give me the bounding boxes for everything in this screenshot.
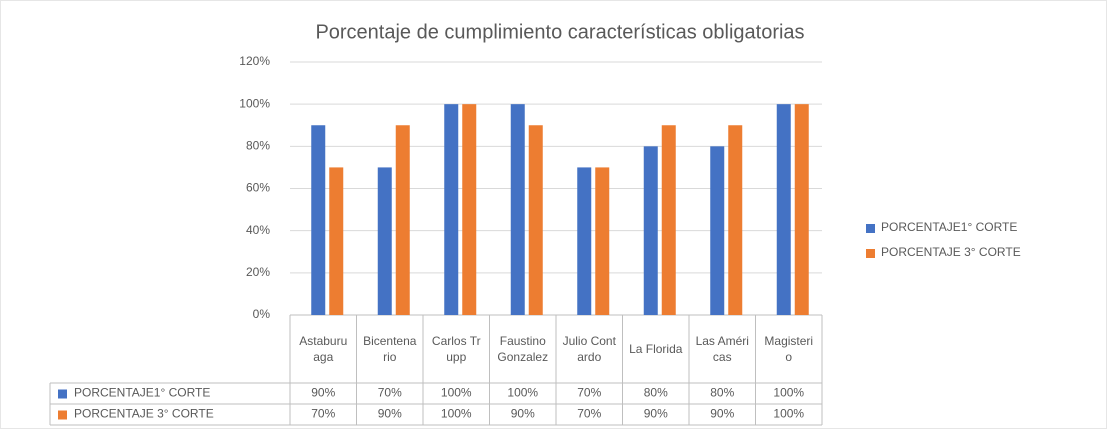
- y-tick-label: 60%: [246, 181, 270, 195]
- table-value: 70%: [378, 386, 402, 400]
- table-value: 80%: [644, 386, 668, 400]
- bar: [595, 167, 610, 315]
- table-value: 80%: [710, 386, 734, 400]
- legend-swatch: [866, 224, 875, 233]
- table-value: 100%: [507, 386, 538, 400]
- x-tick-label-box: Magisterio: [764, 334, 814, 364]
- y-tick-label: 120%: [239, 54, 270, 68]
- x-tick-label-box: Faustino Gonzalez: [497, 334, 549, 364]
- bar: [577, 167, 592, 315]
- x-tick-label: La Florida: [629, 342, 683, 356]
- bar: [710, 146, 725, 315]
- bar: [395, 125, 410, 315]
- x-tick-label: Faustino Gonzalez: [497, 334, 549, 364]
- y-tick-label: 80%: [246, 139, 270, 153]
- x-tick-label-box: Las Américas: [695, 334, 749, 364]
- x-tick-label: Bicentenario: [363, 334, 417, 364]
- table-value: 70%: [577, 386, 601, 400]
- x-tick-label-box: Carlos Trupp: [431, 334, 481, 364]
- table-legend-swatch: [58, 389, 67, 399]
- table-series-name: PORCENTAJE1° CORTE: [74, 386, 210, 400]
- bar: [377, 167, 392, 315]
- x-tick-label-box: Bicentenario: [363, 334, 417, 364]
- bar: [728, 125, 743, 315]
- table-value: 70%: [577, 407, 601, 421]
- bar: [794, 104, 809, 316]
- bar: [776, 104, 791, 316]
- table-value: 100%: [441, 407, 472, 421]
- bar: [311, 125, 326, 315]
- chart-title: Porcentaje de cumplimiento característic…: [315, 21, 804, 43]
- x-tick-label: Julio Contardo: [562, 334, 616, 364]
- table-value: 100%: [773, 386, 804, 400]
- bar: [444, 104, 459, 316]
- table-value: 100%: [773, 407, 804, 421]
- table-series-name: PORCENTAJE 3° CORTE: [74, 407, 214, 421]
- table-value: 100%: [441, 386, 472, 400]
- x-tick-label: Las Américas: [695, 334, 749, 364]
- table-value: 70%: [311, 407, 335, 421]
- bar: [462, 104, 477, 316]
- x-tick-label-box: Astaburuaga: [299, 334, 348, 364]
- legend-label: PORCENTAJE 3° CORTE: [881, 245, 1021, 259]
- table-value: 90%: [511, 407, 535, 421]
- y-tick-label: 0%: [253, 307, 271, 321]
- bar: [643, 146, 658, 315]
- x-tick-label: Magisterio: [764, 334, 814, 364]
- table-legend-swatch: [58, 410, 67, 420]
- table-value: 90%: [644, 407, 668, 421]
- y-tick-label: 40%: [246, 223, 270, 237]
- y-tick-label: 20%: [246, 265, 270, 279]
- x-tick-label: Carlos Trupp: [431, 334, 481, 364]
- bar: [329, 167, 344, 315]
- table-value: 90%: [378, 407, 402, 421]
- x-tick-label-box: La Florida: [629, 342, 683, 356]
- x-tick-label-box: Julio Contardo: [562, 334, 616, 364]
- legend-label: PORCENTAJE1° CORTE: [881, 220, 1017, 234]
- bar: [510, 104, 525, 316]
- bar: [661, 125, 676, 315]
- bar: [528, 125, 543, 315]
- table-value: 90%: [710, 407, 734, 421]
- legend-swatch: [866, 249, 875, 258]
- y-tick-label: 100%: [239, 96, 270, 110]
- x-tick-label: Astaburuaga: [299, 334, 348, 364]
- table-value: 90%: [311, 386, 335, 400]
